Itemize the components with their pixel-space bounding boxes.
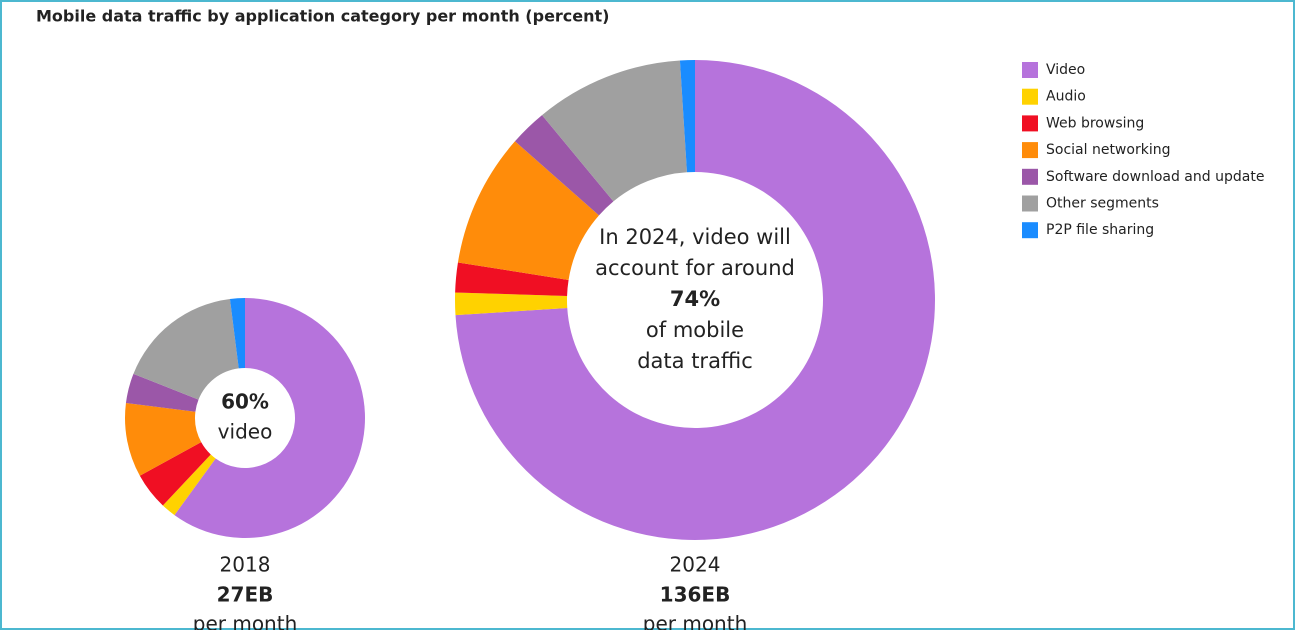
caption: per month <box>643 612 748 630</box>
center-text: data traffic <box>637 349 753 373</box>
donut-slice <box>455 60 935 540</box>
center-text: 60% <box>221 390 269 414</box>
caption: 2024 <box>670 553 721 577</box>
donut-slice <box>125 373 199 412</box>
legend-label: Audio <box>1046 89 1086 105</box>
chart-title: Mobile data traffic by application categ… <box>36 7 610 26</box>
legend-label: Software download and update <box>1046 169 1264 185</box>
donut-slice <box>679 60 695 173</box>
donut-slice <box>229 298 245 369</box>
donut-slice <box>455 292 568 316</box>
legend-swatch <box>1022 62 1038 78</box>
center-text: account for around <box>595 256 795 280</box>
donut-slice <box>139 442 211 506</box>
legend-swatch <box>1022 115 1038 132</box>
caption: 2018 <box>220 553 271 577</box>
legend-label: Video <box>1046 62 1085 78</box>
donut-slice <box>133 298 239 400</box>
donut-slice <box>542 60 687 202</box>
legend-swatch <box>1022 222 1038 239</box>
caption: 136EB <box>660 583 731 607</box>
legend-label: Social networking <box>1046 142 1170 158</box>
legend-label: Other segments <box>1046 196 1159 212</box>
legend-label: P2P file sharing <box>1046 222 1154 238</box>
caption: per month <box>193 612 298 630</box>
donut-slice <box>174 298 366 538</box>
legend-swatch <box>1022 195 1038 212</box>
center-text: video <box>218 420 273 444</box>
caption: 27EB <box>217 583 274 607</box>
donut-slice <box>162 454 216 516</box>
center-text: 74% <box>670 287 720 311</box>
donut-slice <box>455 262 569 296</box>
donut-slice <box>124 402 202 476</box>
center-text: In 2024, video will <box>599 225 791 249</box>
donut-slice <box>457 141 599 280</box>
legend-swatch <box>1022 88 1038 105</box>
center-text: of mobile <box>646 318 744 342</box>
donut-slice <box>514 115 614 216</box>
legend-label: Web browsing <box>1046 115 1144 131</box>
legend-swatch <box>1022 168 1038 185</box>
legend-swatch <box>1022 142 1038 159</box>
